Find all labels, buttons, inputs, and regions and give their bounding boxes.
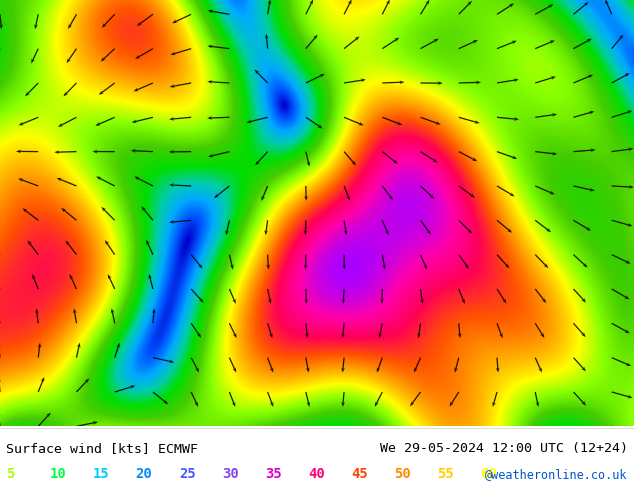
Text: 35: 35 — [265, 467, 281, 481]
Text: 10: 10 — [49, 467, 66, 481]
Text: 30: 30 — [222, 467, 238, 481]
Text: @weatheronline.co.uk: @weatheronline.co.uk — [485, 467, 628, 481]
Text: 45: 45 — [351, 467, 368, 481]
Text: 5: 5 — [6, 467, 15, 481]
Text: 55: 55 — [437, 467, 454, 481]
Text: 20: 20 — [136, 467, 152, 481]
Text: 50: 50 — [394, 467, 411, 481]
Text: We 29-05-2024 12:00 UTC (12+24): We 29-05-2024 12:00 UTC (12+24) — [380, 442, 628, 455]
Text: 15: 15 — [93, 467, 109, 481]
Text: 60: 60 — [481, 467, 497, 481]
Text: 25: 25 — [179, 467, 195, 481]
Text: Surface wind [kts] ECMWF: Surface wind [kts] ECMWF — [6, 442, 198, 455]
Text: 40: 40 — [308, 467, 325, 481]
